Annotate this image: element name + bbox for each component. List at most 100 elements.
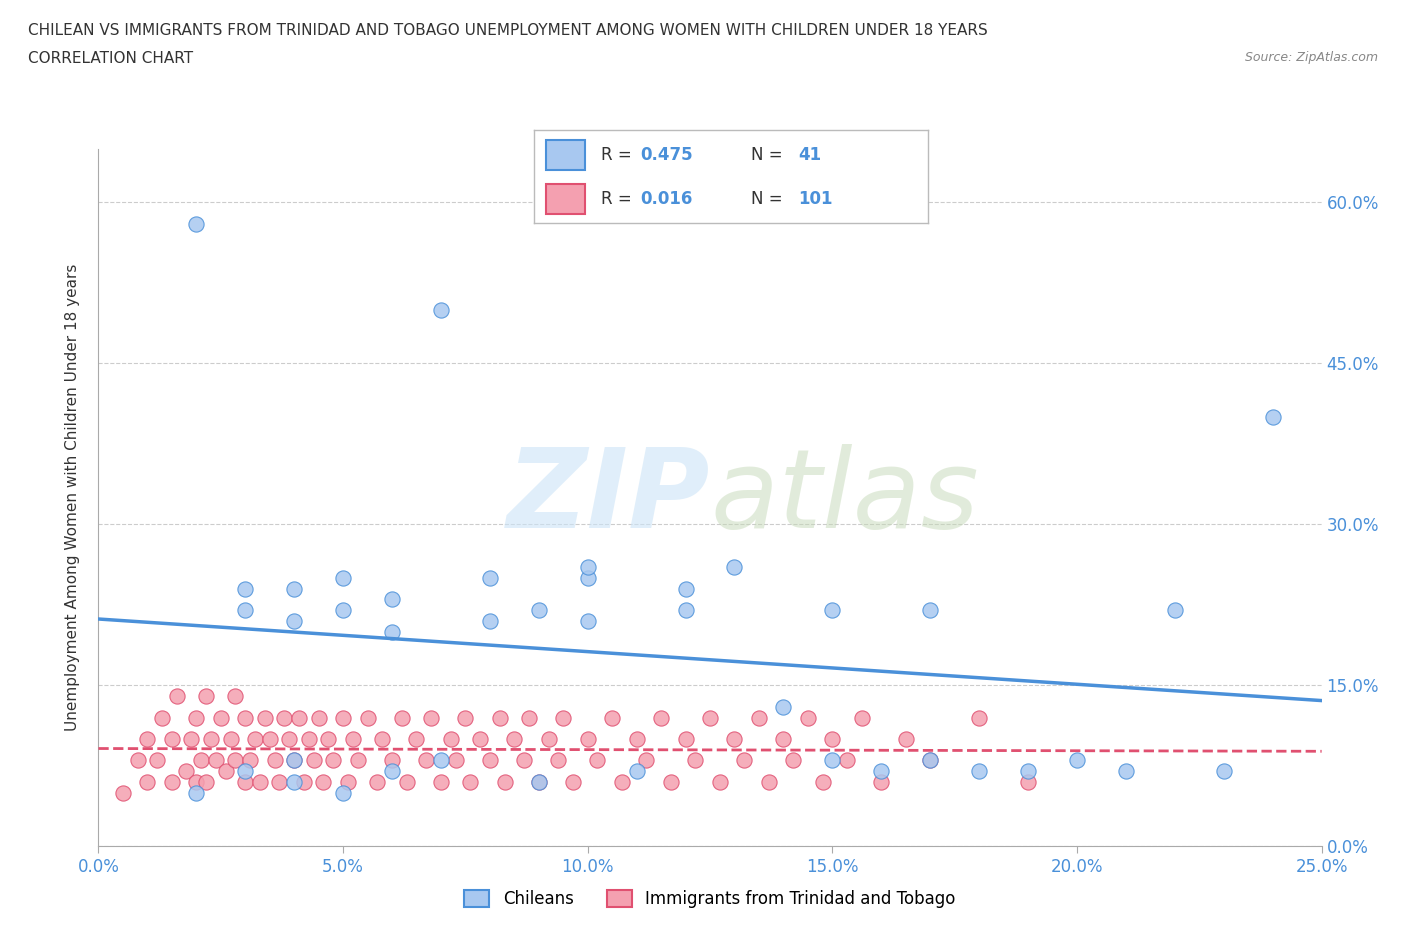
- Point: [366, 775, 388, 790]
- Point: [1017, 764, 1039, 778]
- Point: [748, 711, 770, 725]
- Point: [821, 603, 844, 618]
- Point: [920, 603, 942, 618]
- Text: atlas: atlas: [710, 444, 979, 551]
- Point: [312, 775, 335, 790]
- Point: [381, 753, 404, 768]
- Point: [576, 614, 599, 629]
- Point: [626, 764, 648, 778]
- Point: [468, 732, 491, 747]
- Point: [166, 688, 188, 703]
- Point: [527, 603, 550, 618]
- Legend: Chileans, Immigrants from Trinidad and Tobago: Chileans, Immigrants from Trinidad and T…: [458, 884, 962, 915]
- Point: [127, 753, 149, 768]
- Point: [600, 711, 623, 725]
- Point: [233, 711, 256, 725]
- Text: N =: N =: [751, 190, 787, 208]
- Point: [136, 732, 159, 747]
- Point: [160, 775, 183, 790]
- Point: [318, 732, 340, 747]
- Y-axis label: Unemployment Among Women with Children Under 18 years: Unemployment Among Women with Children U…: [65, 264, 80, 731]
- Point: [870, 764, 893, 778]
- Point: [851, 711, 873, 725]
- Point: [195, 688, 218, 703]
- Point: [685, 753, 707, 768]
- Point: [219, 732, 242, 747]
- Point: [699, 711, 721, 725]
- Point: [576, 560, 599, 575]
- Point: [190, 753, 212, 768]
- Point: [444, 753, 467, 768]
- Point: [576, 571, 599, 586]
- Point: [186, 217, 208, 232]
- Point: [675, 581, 697, 596]
- Point: [332, 711, 354, 725]
- Point: [527, 775, 550, 790]
- Point: [967, 764, 990, 778]
- Point: [322, 753, 344, 768]
- Point: [478, 571, 501, 586]
- Point: [405, 732, 427, 747]
- Point: [503, 732, 526, 747]
- Point: [263, 753, 285, 768]
- Point: [537, 732, 560, 747]
- Point: [186, 775, 208, 790]
- Point: [332, 571, 354, 586]
- Point: [224, 688, 246, 703]
- Point: [454, 711, 477, 725]
- Point: [180, 732, 202, 747]
- Point: [273, 711, 295, 725]
- Point: [430, 302, 453, 317]
- Point: [214, 764, 236, 778]
- Point: [249, 775, 271, 790]
- Point: [371, 732, 394, 747]
- Point: [342, 732, 364, 747]
- Point: [636, 753, 658, 768]
- Point: [209, 711, 232, 725]
- Point: [283, 753, 305, 768]
- Point: [610, 775, 633, 790]
- Point: [920, 753, 942, 768]
- Point: [205, 753, 228, 768]
- Point: [797, 711, 820, 725]
- Point: [298, 732, 321, 747]
- Point: [494, 775, 516, 790]
- Point: [186, 711, 208, 725]
- Point: [430, 753, 453, 768]
- Point: [782, 753, 804, 768]
- Point: [517, 711, 540, 725]
- Point: [488, 711, 510, 725]
- Point: [253, 711, 276, 725]
- Point: [675, 603, 697, 618]
- Point: [1212, 764, 1234, 778]
- Point: [811, 775, 834, 790]
- Point: [650, 711, 672, 725]
- Point: [1164, 603, 1187, 618]
- FancyBboxPatch shape: [546, 184, 585, 214]
- Point: [1017, 775, 1039, 790]
- Point: [659, 775, 682, 790]
- Text: R =: R =: [602, 146, 637, 165]
- Point: [562, 775, 585, 790]
- Point: [150, 711, 173, 725]
- Point: [332, 785, 354, 800]
- Text: 0.475: 0.475: [641, 146, 693, 165]
- Point: [381, 592, 404, 607]
- Point: [176, 764, 198, 778]
- Point: [283, 581, 305, 596]
- Text: CORRELATION CHART: CORRELATION CHART: [28, 51, 193, 66]
- Point: [111, 785, 134, 800]
- Point: [308, 711, 330, 725]
- Point: [200, 732, 222, 747]
- Text: CHILEAN VS IMMIGRANTS FROM TRINIDAD AND TOBAGO UNEMPLOYMENT AMONG WOMEN WITH CHI: CHILEAN VS IMMIGRANTS FROM TRINIDAD AND …: [28, 23, 988, 38]
- Point: [233, 581, 256, 596]
- Point: [576, 732, 599, 747]
- Point: [346, 753, 368, 768]
- Text: 0.016: 0.016: [641, 190, 693, 208]
- Point: [146, 753, 169, 768]
- Point: [733, 753, 755, 768]
- Point: [527, 775, 550, 790]
- Point: [513, 753, 536, 768]
- Point: [723, 732, 745, 747]
- Point: [336, 775, 359, 790]
